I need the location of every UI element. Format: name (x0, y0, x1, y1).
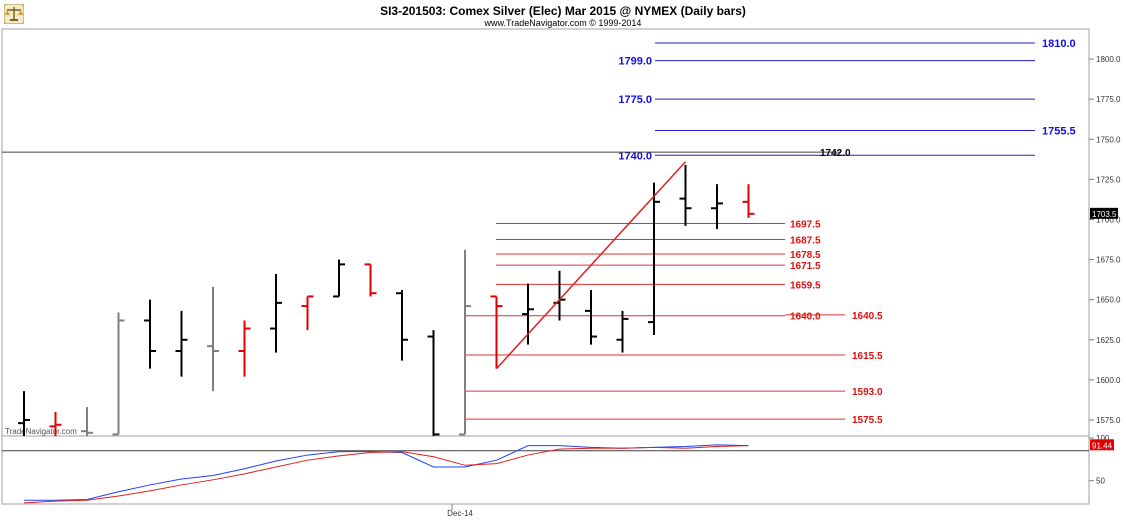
price-axis-tick-label: 1750.0 (1096, 135, 1121, 144)
ohlc-bar (711, 184, 723, 230)
price-pane-border (1, 28, 1090, 437)
red-level-label: 1615.5 (852, 351, 883, 362)
price-axis: 1800.0 1775.0 1750.0 1725.0 1700.0 1675.0 1650… (1089, 55, 1121, 425)
red-level-label: 1659.5 (790, 280, 821, 291)
indicator: 100 50 91.44 (2, 434, 1114, 504)
red-level-label: 1575.5 (852, 415, 883, 426)
blue-level-label: 1775.0 (618, 94, 652, 106)
red-level-label: 1593.0 (852, 387, 883, 398)
blue-level-label: 1740.0 (618, 150, 652, 162)
ohlc-bar (459, 249, 471, 436)
ohlc-bar (18, 391, 30, 436)
last-price-label: 1703.5 (1092, 210, 1117, 219)
ohlc-bar (522, 283, 534, 345)
scales-icon[interactable] (4, 4, 24, 24)
ohlc-bar (742, 184, 755, 218)
black-level-label: 1742.0 (820, 148, 851, 159)
ohlc-bar (427, 330, 440, 436)
red-level-label: 1697.5 (790, 219, 821, 230)
ohlc-bar (144, 299, 156, 369)
blue-level-label: 1755.5 (1042, 125, 1076, 137)
ohlc-bar (49, 411, 62, 436)
ohlc-bar (207, 286, 219, 392)
ohlc-bar (490, 295, 503, 369)
chart-title: SI3-201503: Comex Silver (Elec) Mar 2015… (380, 4, 746, 18)
chart-subtitle: www.TradeNavigator.com © 1999-2014 (484, 18, 642, 28)
indicator-axis-tick-label: 50 (1096, 477, 1105, 486)
ohlc-bar (364, 263, 377, 297)
ohlc-bar (301, 295, 314, 331)
indicator-axis-tick-label: 100 (1096, 434, 1110, 443)
red-level-label: 1640.5 (852, 311, 883, 322)
red-level-label: 1687.5 (790, 236, 821, 247)
last-price-tag (1090, 207, 1118, 219)
price-axis-tick-label: 1625.0 (1096, 336, 1121, 345)
price-axis-tick-label: 1675.0 (1096, 256, 1121, 265)
blue-level-label: 1810.0 (1042, 38, 1076, 50)
price-axis-tick-label: 1650.0 (1096, 296, 1121, 305)
ohlc-bar (679, 164, 692, 226)
ohlc-bar (81, 407, 93, 436)
indicator-series-line-0 (24, 444, 749, 501)
price-axis-tick-label: 1575.0 (1096, 416, 1121, 425)
indicator-series-line-1 (23, 445, 749, 504)
ohlc-bar (585, 290, 597, 345)
ohlc-bars (18, 161, 755, 436)
ohlc-bar (396, 290, 408, 361)
price-levels: 1810.0 1799.0 1775.0 1755.5 1740.0 1742.0 1697… (2, 38, 1076, 426)
watermark: TradeNavigator.com (5, 427, 77, 436)
price-axis-tick-label: 1700.0 (1096, 215, 1121, 224)
red-level-label: 1640.0 (790, 312, 821, 323)
ohlc-bar (333, 259, 345, 298)
price-axis-tick-label: 1800.0 (1096, 55, 1121, 64)
price-axis-tick-label: 1725.0 (1096, 175, 1121, 184)
red-level-label: 1671.5 (790, 261, 821, 272)
ohlc-bar (648, 182, 660, 335)
blue-level-label: 1799.0 (618, 56, 652, 68)
ohlc-bar (238, 320, 251, 377)
red-level-label: 1678.5 (790, 250, 821, 261)
trendline (495, 161, 687, 370)
ohlc-bar (270, 273, 282, 353)
indicator-last-tag (1090, 439, 1114, 451)
indicator-last-label: 91.44 (1092, 441, 1113, 450)
indicator-pane-border (1, 435, 1090, 505)
ohlc-bar (616, 310, 629, 353)
price-axis-tick-label: 1775.0 (1096, 95, 1121, 104)
time-axis-label: Dec-14 (447, 509, 473, 518)
ohlc-bar (175, 310, 188, 377)
price-axis-tick-label: 1600.0 (1096, 376, 1121, 385)
chart-header: SI3-201503: Comex Silver (Elec) Mar 2015… (0, 0, 1126, 30)
ohlc-bar (112, 312, 125, 436)
